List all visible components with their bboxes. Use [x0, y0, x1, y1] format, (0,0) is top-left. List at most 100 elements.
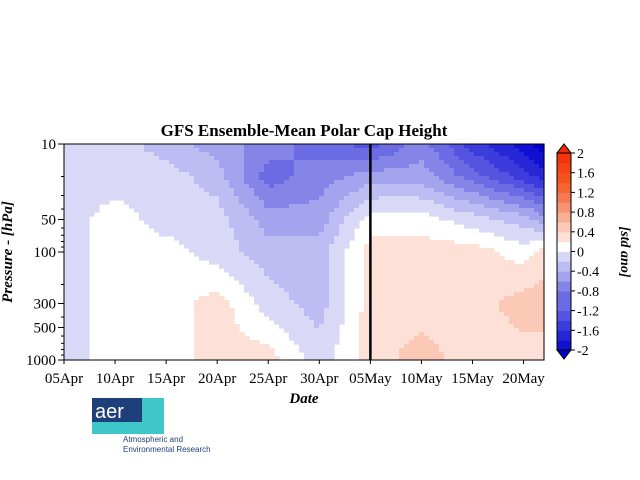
contour-cell	[184, 200, 190, 205]
contour-cell	[249, 260, 255, 265]
contour-cell	[274, 304, 280, 309]
contour-cell	[484, 160, 490, 165]
contour-cell	[334, 264, 340, 269]
contour-cell	[429, 196, 435, 201]
contour-cell	[79, 176, 85, 181]
contour-cell	[79, 144, 85, 149]
contour-cell	[69, 188, 75, 193]
contour-cell	[169, 208, 175, 213]
contour-cell	[169, 168, 175, 173]
contour-cell	[419, 308, 425, 313]
contour-cell	[99, 176, 105, 181]
contour-cell	[304, 232, 310, 237]
contour-cell	[474, 324, 480, 329]
contour-cell	[194, 188, 200, 193]
contour-cell	[369, 296, 375, 301]
contour-cell	[119, 188, 125, 193]
contour-cell	[269, 256, 275, 261]
contour-cell	[329, 356, 335, 361]
contour-cell	[439, 276, 445, 281]
contour-cell	[334, 288, 340, 293]
contour-cell	[104, 156, 110, 161]
contour-cell	[374, 144, 380, 149]
contour-cell	[209, 244, 215, 249]
contour-cell	[249, 184, 255, 189]
contour-cell	[474, 272, 480, 277]
contour-cell	[194, 224, 200, 229]
contour-cell	[509, 172, 515, 177]
contour-cell	[529, 328, 535, 333]
contour-cell	[254, 224, 260, 229]
contour-cell	[524, 280, 530, 285]
contour-cell	[294, 220, 300, 225]
contour-cell	[109, 188, 115, 193]
contour-cell	[189, 244, 195, 249]
contour-cell	[539, 340, 545, 345]
contour-cell	[364, 188, 370, 193]
contour-cell	[474, 316, 480, 321]
contour-cell	[309, 196, 315, 201]
contour-cell	[329, 252, 335, 257]
contour-cell	[64, 228, 70, 233]
contour-cell	[269, 316, 275, 321]
contour-cell	[234, 200, 240, 205]
contour-cell	[314, 196, 320, 201]
contour-cell	[79, 256, 85, 261]
contour-cell	[309, 208, 315, 213]
contour-cell	[64, 212, 70, 217]
contour-cell	[144, 196, 150, 201]
contour-cell	[374, 336, 380, 341]
contour-cell	[499, 264, 505, 269]
contour-cell	[269, 200, 275, 205]
contour-cell	[154, 204, 160, 209]
contour-cell	[249, 276, 255, 281]
contour-cell	[209, 260, 215, 265]
contour-cell	[409, 356, 415, 361]
contour-cell	[279, 156, 285, 161]
contour-cell	[434, 148, 440, 153]
contour-cell	[334, 148, 340, 153]
contour-cell	[214, 236, 220, 241]
contour-cell	[419, 204, 425, 209]
contour-cell	[519, 320, 525, 325]
contour-cell	[439, 268, 445, 273]
contour-cell	[219, 236, 225, 241]
contour-cell	[534, 348, 540, 353]
contour-cell	[504, 232, 510, 237]
contour-cell	[374, 312, 380, 317]
contour-cell	[214, 192, 220, 197]
contour-cell	[289, 236, 295, 241]
contour-cell	[174, 152, 180, 157]
contour-cell	[469, 272, 475, 277]
contour-cell	[339, 256, 345, 261]
contour-cell	[74, 220, 80, 225]
contour-cell	[494, 280, 500, 285]
contour-cell	[329, 220, 335, 225]
contour-cell	[459, 248, 465, 253]
contour-cell	[319, 252, 325, 257]
contour-cell	[429, 192, 435, 197]
contour-cell	[269, 188, 275, 193]
contour-cell	[469, 300, 475, 305]
contour-cell	[474, 168, 480, 173]
contour-cell	[219, 212, 225, 217]
contour-cell	[459, 268, 465, 273]
contour-cell	[319, 172, 325, 177]
contour-cell	[529, 292, 535, 297]
contour-cell	[104, 148, 110, 153]
contour-cell	[384, 272, 390, 277]
contour-cell	[534, 344, 540, 349]
contour-cell	[269, 268, 275, 273]
contour-cell	[224, 188, 230, 193]
contour-cell	[69, 288, 75, 293]
contour-cell	[509, 304, 515, 309]
contour-cell	[314, 212, 320, 217]
contour-cell	[409, 280, 415, 285]
contour-cell	[174, 180, 180, 185]
contour-cell	[524, 312, 530, 317]
contour-cell	[514, 304, 520, 309]
contour-cell	[359, 156, 365, 161]
contour-cell	[329, 160, 335, 165]
contour-cell	[64, 324, 70, 329]
contour-cell	[159, 216, 165, 221]
